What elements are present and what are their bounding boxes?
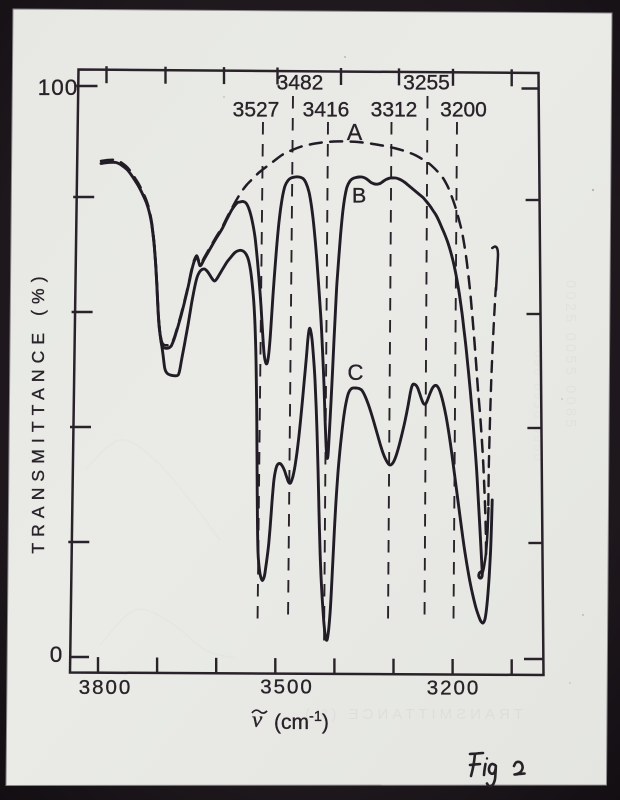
svg-text:3527: 3527 <box>233 99 280 122</box>
svg-text:100: 100 <box>38 75 79 100</box>
svg-text:3200: 3200 <box>440 99 487 122</box>
svg-text:3500: 3500 <box>260 676 314 699</box>
svg-text:3800: 3800 <box>79 676 133 699</box>
svg-text:ν: ν <box>252 707 263 732</box>
svg-text:A: A <box>347 119 363 145</box>
svg-text:TRANSMITTANCE (%): TRANSMITTANCE (%) <box>28 270 48 553</box>
svg-text:090 0930 0950: 090 0930 0950 <box>531 350 546 463</box>
svg-text:3200: 3200 <box>427 677 481 700</box>
svg-text:B: B <box>352 184 366 208</box>
svg-text:TRANSMITTANCE (%): TRANSMITTANCE (%) <box>301 706 523 723</box>
svg-text:C: C <box>348 360 364 385</box>
svg-text:3482: 3482 <box>277 72 324 95</box>
svg-text:3416: 3416 <box>303 99 350 122</box>
svg-text:3255: 3255 <box>403 72 450 95</box>
svg-text:3312: 3312 <box>371 99 418 122</box>
svg-text:0025 0055 0085: 0025 0055 0085 <box>562 280 579 430</box>
svg-text:0: 0 <box>50 642 63 667</box>
